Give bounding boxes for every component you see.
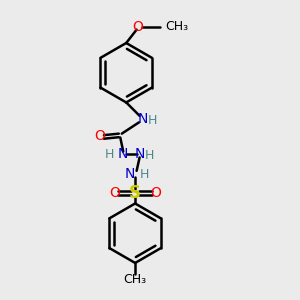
Text: N: N xyxy=(137,112,148,126)
Text: CH₃: CH₃ xyxy=(124,273,147,286)
Text: H: H xyxy=(105,148,114,161)
Text: H: H xyxy=(145,149,154,162)
Text: O: O xyxy=(133,20,143,34)
Text: CH₃: CH₃ xyxy=(165,20,188,33)
Text: O: O xyxy=(109,186,120,200)
Text: H: H xyxy=(148,114,157,127)
Text: N: N xyxy=(118,148,128,161)
Text: N: N xyxy=(134,148,145,161)
Text: H: H xyxy=(140,168,149,181)
Text: S: S xyxy=(129,184,141,202)
Text: N: N xyxy=(125,167,135,181)
Text: O: O xyxy=(151,186,161,200)
Text: O: O xyxy=(94,129,105,143)
